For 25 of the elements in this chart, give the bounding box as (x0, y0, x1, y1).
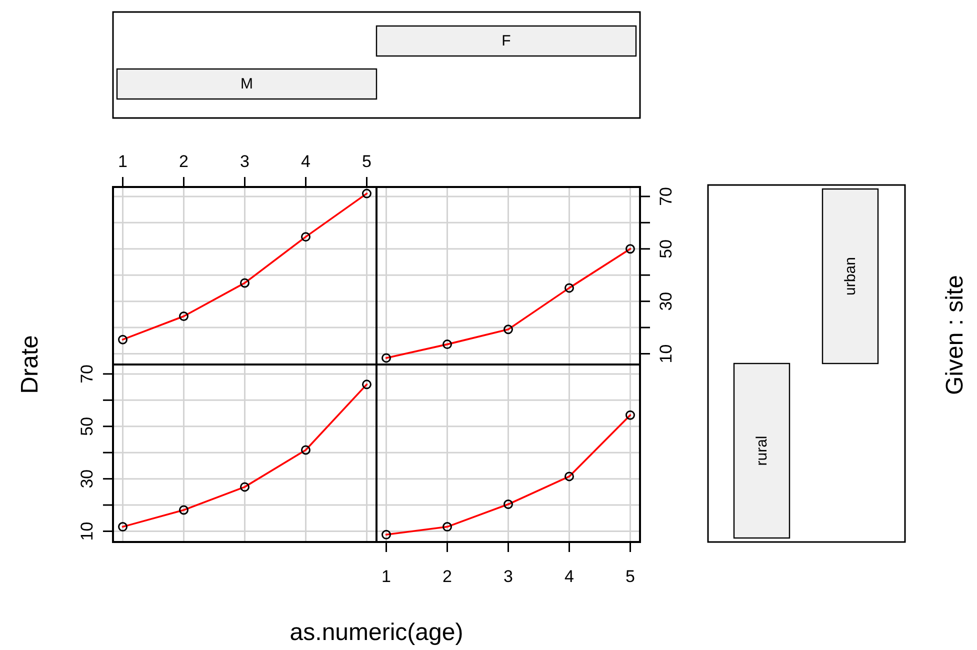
y-tick-label: 50 (656, 239, 676, 258)
x-tick-label: 2 (442, 567, 452, 586)
y-tick-label: 50 (78, 416, 96, 436)
text: Given : site (942, 274, 968, 396)
x-tick-label: 2 (179, 152, 188, 171)
category-label: M (240, 76, 253, 92)
x-tick-label: 1 (382, 567, 391, 586)
y-tick-label: 70 (656, 186, 676, 206)
category-label: rural (753, 436, 770, 466)
x-tick-label: 4 (564, 567, 574, 586)
x-tick-label: 1 (118, 152, 128, 171)
y-tick-label: 30 (656, 292, 676, 311)
x-tick-label: 5 (626, 567, 635, 586)
category-label: F (502, 32, 511, 50)
x-tick-label: 4 (301, 152, 310, 171)
y-tick-label: 10 (78, 522, 96, 541)
x-tick-label: 5 (362, 152, 372, 171)
x-tick-label: 3 (240, 152, 250, 171)
x-axis-title: as.numeric(age) (290, 619, 464, 646)
y-axis-title: Drate (16, 335, 44, 394)
y-tick-label: 10 (656, 344, 676, 364)
x-tick-label: 3 (504, 567, 513, 586)
category-label: urban (842, 257, 859, 296)
y-tick-label: 30 (78, 469, 96, 488)
y-tick-label: 70 (78, 364, 96, 384)
